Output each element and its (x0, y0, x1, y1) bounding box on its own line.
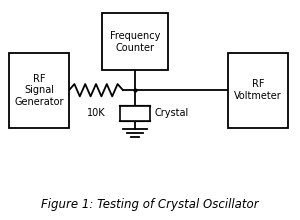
Text: Crystal: Crystal (154, 108, 189, 118)
FancyBboxPatch shape (9, 53, 69, 128)
Text: 10K: 10K (87, 108, 105, 118)
Text: Frequency
Counter: Frequency Counter (110, 31, 160, 53)
FancyBboxPatch shape (120, 106, 150, 121)
FancyBboxPatch shape (102, 13, 168, 70)
FancyBboxPatch shape (228, 53, 288, 128)
Text: Figure 1: Testing of Crystal Oscillator: Figure 1: Testing of Crystal Oscillator (41, 198, 259, 211)
Text: RF
Voltmeter: RF Voltmeter (234, 79, 282, 101)
Text: RF
Signal
Generator: RF Signal Generator (14, 74, 64, 107)
